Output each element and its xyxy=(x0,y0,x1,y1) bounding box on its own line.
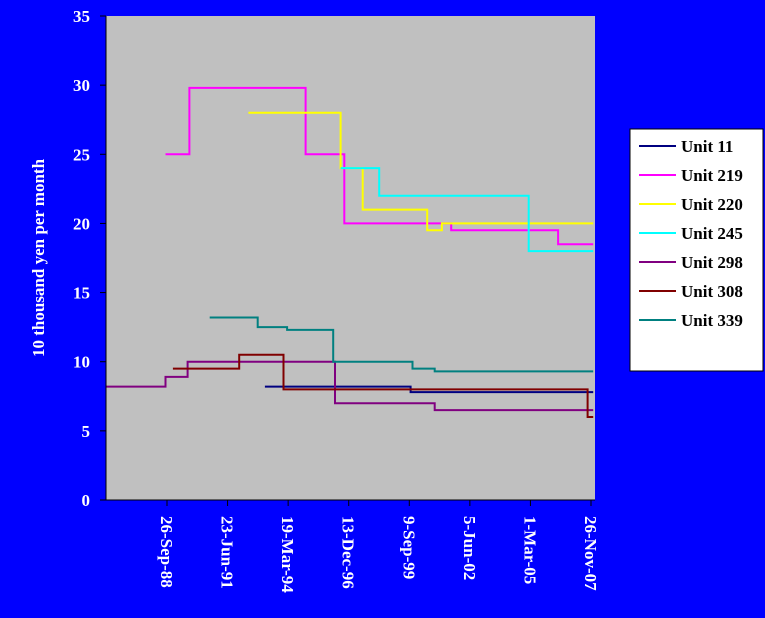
series-line-unit-220 xyxy=(248,111,594,232)
y-tick-label: 15 xyxy=(73,284,90,303)
series-layer xyxy=(106,86,594,418)
y-axis-title: 10 thousand yen per month xyxy=(29,158,48,357)
plot-area xyxy=(106,16,595,500)
legend-label-unit-298: Unit 298 xyxy=(681,253,743,272)
legend-items: Unit 11 Unit 219 Unit 220 Unit 245 Unit 298 U… xyxy=(639,137,743,330)
series-line-unit-219 xyxy=(165,86,594,246)
legend: Unit 11 Unit 219 Unit 220 Unit 245 Unit 298 U… xyxy=(629,128,764,372)
y-tick-label: 30 xyxy=(73,76,90,95)
y-tick-label: 0 xyxy=(82,491,91,510)
series-line-unit-298 xyxy=(106,360,594,412)
x-ticks: 26-Sep-88 23-Jun-91 19-Mar-94 13-Dec-96 9-Se… xyxy=(157,500,600,593)
x-tick-label: 13-Dec-96 xyxy=(339,516,358,589)
series-line-unit-245 xyxy=(340,167,594,253)
y-tick-label: 10 xyxy=(73,353,90,372)
y-tick-label: 5 xyxy=(82,422,91,441)
legend-label-unit-219: Unit 219 xyxy=(681,166,743,185)
legend-label-unit-339: Unit 339 xyxy=(681,311,743,330)
x-tick-label: 23-Jun-91 xyxy=(218,516,237,589)
y-ticks: 0 5 10 15 20 25 30 35 xyxy=(73,7,106,510)
x-tick-label: 1-Mar-05 xyxy=(520,516,539,584)
series-line-unit-339 xyxy=(209,316,594,373)
legend-box xyxy=(629,128,764,372)
x-tick-label: 19-Mar-94 xyxy=(278,516,297,593)
x-tick-label: 5-Jun-02 xyxy=(460,516,479,580)
y-tick-label: 25 xyxy=(73,145,90,164)
series-line-unit-308 xyxy=(172,353,594,418)
legend-label-unit-245: Unit 245 xyxy=(681,224,743,243)
legend-label-unit-220: Unit 220 xyxy=(681,195,743,214)
y-tick-label: 20 xyxy=(73,214,90,233)
y-tick-label: 35 xyxy=(73,7,90,26)
legend-label-unit-308: Unit 308 xyxy=(681,282,743,301)
series-line-unit-11 xyxy=(264,385,594,394)
legend-label-unit-11: Unit 11 xyxy=(681,137,733,156)
x-tick-label: 26-Sep-88 xyxy=(157,516,176,588)
x-tick-label: 9-Sep-99 xyxy=(399,516,418,579)
x-tick-label: 26-Nov-07 xyxy=(581,516,600,591)
